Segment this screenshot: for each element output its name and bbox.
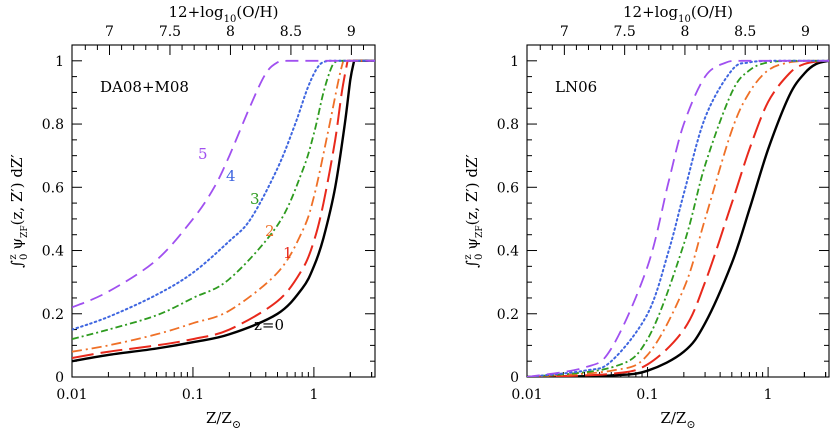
y-tick-label: 0.2	[42, 307, 64, 323]
curve-label-z1: 1	[283, 244, 293, 262]
series-line-z5	[527, 59, 829, 377]
y-tick-label: 0.6	[497, 180, 519, 196]
top-tick-label: 8	[680, 24, 689, 40]
top-tick-label: 7	[560, 24, 569, 40]
y-tick-label: 0.4	[497, 244, 519, 260]
y-tick-label: 0.6	[42, 180, 64, 196]
x-tick-label: 0.1	[636, 387, 658, 403]
series-line-z2	[72, 59, 375, 353]
top-tick-label: 7	[105, 24, 114, 40]
series-line-z1	[72, 59, 375, 359]
y-tick-label: 0	[55, 370, 64, 386]
panel-left: 0.01 0.1 1 0 0.2 0.4 0.6 0.8 1 7 7.5 8 8.5 9 12+log10(…	[8, 3, 376, 431]
x-tick-label: 1	[764, 387, 773, 403]
top-axis-label: 12+log10(O/H)	[169, 3, 279, 25]
x-axis-label: Z/Z⊙	[660, 409, 695, 431]
curve-label-z4: 4	[226, 167, 236, 185]
series-line-z2	[527, 59, 829, 377]
top-axis-label: 12+log10(O/H)	[623, 3, 733, 25]
curve-label-z3: 3	[250, 190, 260, 208]
y-tick-label: 0.4	[42, 244, 64, 260]
y-tick-label: 0	[510, 370, 519, 386]
plot-frame	[526, 44, 830, 378]
y-tick-label: 0.8	[497, 117, 519, 133]
panel-label: LN06	[555, 78, 597, 96]
x-tick-label: 0.1	[182, 387, 204, 403]
x-tick-label: 0.01	[511, 387, 542, 403]
x-tick-label: 0.01	[56, 387, 87, 403]
x-axis-label: Z/Z⊙	[206, 409, 241, 431]
series-line-z4	[72, 59, 375, 331]
top-tick-label: 8.5	[280, 24, 302, 40]
top-tick-label: 8	[226, 24, 235, 40]
curve-label-z2: 2	[265, 222, 275, 240]
series-line-z5	[72, 59, 375, 309]
series-line-z0	[72, 59, 375, 363]
top-tick-label: 7.5	[614, 24, 636, 40]
series-line-z0	[527, 59, 829, 377]
series-line-z1	[527, 59, 829, 377]
top-tick-label: 7.5	[159, 24, 181, 40]
y-axis-label: ∫0z ψZF(z, Z′) dZ′	[8, 154, 30, 268]
plot-frame	[71, 44, 376, 378]
x-tick-label: 1	[309, 387, 318, 403]
y-axis-label: ∫0z ψZF(z, Z′) dZ′	[463, 154, 485, 268]
top-tick-label: 8.5	[734, 24, 756, 40]
top-tick-label: 9	[801, 24, 810, 40]
series-line-z3	[72, 59, 375, 340]
curve-label-z5: 5	[198, 145, 208, 163]
panel-label: DA08+M08	[100, 78, 189, 96]
curve-label-z0: z=0	[254, 316, 284, 334]
y-tick-label: 1	[510, 54, 519, 70]
series-line-z4	[527, 59, 829, 377]
y-tick-label: 0.2	[497, 307, 519, 323]
panel-right: 0.01 0.1 1 0 0.2 0.4 0.6 0.8 1 7 7.5 8 8.5 9 12+log10(…	[463, 3, 830, 431]
series-line-z3	[527, 59, 829, 377]
y-tick-label: 0.8	[42, 117, 64, 133]
top-tick-label: 9	[347, 24, 356, 40]
y-tick-label: 1	[55, 54, 64, 70]
